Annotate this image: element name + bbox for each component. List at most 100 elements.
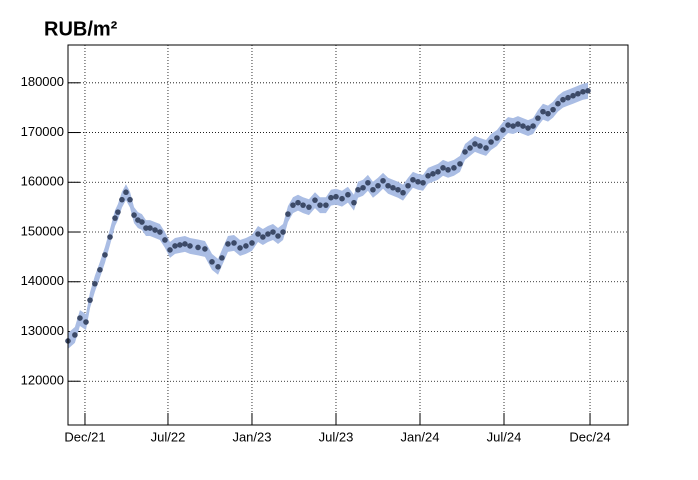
data-point xyxy=(345,191,351,198)
data-point xyxy=(535,115,541,121)
data-point xyxy=(72,332,78,338)
data-point xyxy=(312,197,318,203)
data-point xyxy=(83,319,89,325)
data-point xyxy=(355,186,361,193)
data-point xyxy=(365,179,371,186)
data-point xyxy=(123,189,129,196)
data-point xyxy=(395,186,401,193)
data-point xyxy=(585,87,591,94)
error-band xyxy=(68,82,589,349)
data-point xyxy=(560,96,566,103)
data-point xyxy=(494,135,500,141)
y-tick-label: 140000 xyxy=(21,273,64,288)
data-point xyxy=(275,233,281,239)
data-point xyxy=(472,141,478,147)
data-point xyxy=(280,229,286,235)
data-point xyxy=(375,182,381,189)
y-tick-label: 150000 xyxy=(21,223,64,238)
y-tick-label: 160000 xyxy=(21,174,64,189)
data-point xyxy=(265,231,271,237)
data-point xyxy=(515,121,521,127)
data-point xyxy=(270,229,276,235)
data-point xyxy=(157,229,163,235)
data-point xyxy=(127,196,133,203)
data-point xyxy=(255,231,261,237)
data-point xyxy=(328,194,334,201)
y-tick-label: 170000 xyxy=(21,124,64,139)
data-point xyxy=(545,110,551,117)
data-point xyxy=(300,202,306,208)
data-point xyxy=(77,315,83,321)
data-point xyxy=(317,202,323,208)
data-point xyxy=(323,202,329,208)
data-point xyxy=(131,212,137,218)
x-tick-label: Jul/23 xyxy=(319,429,354,444)
data-point xyxy=(425,173,431,179)
data-point xyxy=(457,161,463,167)
data-point xyxy=(225,241,231,247)
data-point xyxy=(139,219,145,225)
data-point xyxy=(249,240,255,246)
data-point xyxy=(87,297,93,303)
data-point xyxy=(510,123,516,129)
data-point xyxy=(143,225,149,231)
data-point xyxy=(370,186,376,193)
data-point xyxy=(483,145,489,151)
y-tick-label: 130000 xyxy=(21,323,64,338)
data-point xyxy=(295,199,301,206)
data-point xyxy=(107,234,113,240)
data-point xyxy=(260,234,266,240)
data-point xyxy=(167,247,173,253)
data-point xyxy=(415,178,421,185)
data-point xyxy=(420,179,426,186)
data-point xyxy=(172,243,178,249)
x-tick-label: Dec/24 xyxy=(569,429,610,444)
x-tick-label: Jul/24 xyxy=(487,429,522,444)
data-point xyxy=(570,92,576,99)
data-point xyxy=(243,243,249,249)
data-point xyxy=(520,123,526,129)
data-point xyxy=(580,88,586,95)
data-point xyxy=(530,123,536,129)
data-point xyxy=(390,184,396,191)
data-point xyxy=(430,171,436,177)
data-point xyxy=(202,246,208,252)
data-point xyxy=(112,215,118,221)
data-point xyxy=(500,127,506,133)
data-point xyxy=(477,143,483,149)
data-point xyxy=(525,125,531,131)
data-point xyxy=(339,195,345,202)
data-point xyxy=(215,264,221,270)
data-point xyxy=(400,189,406,196)
data-point xyxy=(147,225,153,231)
data-point xyxy=(162,237,168,243)
data-point xyxy=(360,184,366,191)
data-point xyxy=(405,182,411,189)
chart-title: RUB/m² xyxy=(44,18,118,40)
y-tick-label: 180000 xyxy=(21,74,64,89)
data-point xyxy=(505,122,511,128)
data-point xyxy=(231,240,237,246)
plot-frame xyxy=(67,44,629,426)
x-tick-label: Jul/22 xyxy=(151,429,186,444)
data-point xyxy=(182,241,188,247)
data-point xyxy=(102,252,108,258)
data-point xyxy=(440,165,446,171)
data-point xyxy=(462,149,468,155)
data-point xyxy=(177,242,183,248)
data-point xyxy=(306,204,312,210)
data-point xyxy=(187,243,193,249)
data-point xyxy=(540,108,546,115)
data-point xyxy=(467,145,473,151)
data-point xyxy=(219,255,225,261)
x-tick-label: Jan/23 xyxy=(232,429,271,444)
data-point xyxy=(152,227,158,233)
data-point xyxy=(351,199,357,206)
data-point xyxy=(237,245,243,251)
data-point xyxy=(451,165,457,171)
data-point xyxy=(550,106,556,113)
data-point xyxy=(92,280,98,287)
data-point xyxy=(195,244,201,251)
